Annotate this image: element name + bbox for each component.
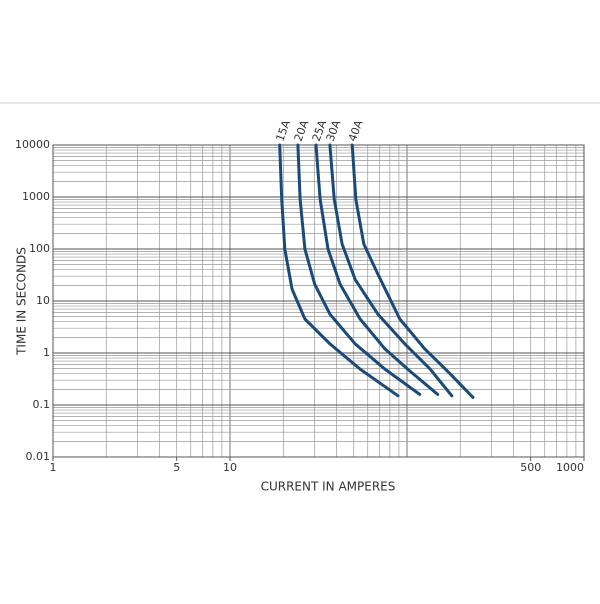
x-tick-label: 10 xyxy=(223,461,237,474)
curve xyxy=(328,143,454,398)
curve xyxy=(314,143,440,396)
y-tick-label: 10000 xyxy=(15,138,50,151)
y-tick-label: 100 xyxy=(29,242,50,255)
y-axis-label: TIME IN SECONDS xyxy=(15,247,29,356)
y-tick-label: 10 xyxy=(36,294,50,307)
series-label: 30A xyxy=(324,118,344,143)
series-label: 20A xyxy=(292,118,312,143)
curve xyxy=(296,143,422,396)
y-tick-label: 0.01 xyxy=(26,450,51,463)
series-label: 40A xyxy=(346,118,366,143)
y-tick-label: 1000 xyxy=(22,190,50,203)
series-label: 15A xyxy=(273,118,293,143)
x-tick-label: 1 xyxy=(50,461,57,474)
y-tick-label: 1 xyxy=(43,346,50,359)
x-tick-label: 500 xyxy=(520,461,541,474)
x-tick-label: 5 xyxy=(173,461,180,474)
curve xyxy=(350,143,475,399)
y-tick-label: 0.1 xyxy=(33,398,51,411)
x-axis-label: CURRENT IN AMPERES xyxy=(261,480,396,494)
x-tick-label: 1000 xyxy=(556,461,584,474)
plot-frame xyxy=(52,144,585,458)
curve xyxy=(278,143,400,398)
